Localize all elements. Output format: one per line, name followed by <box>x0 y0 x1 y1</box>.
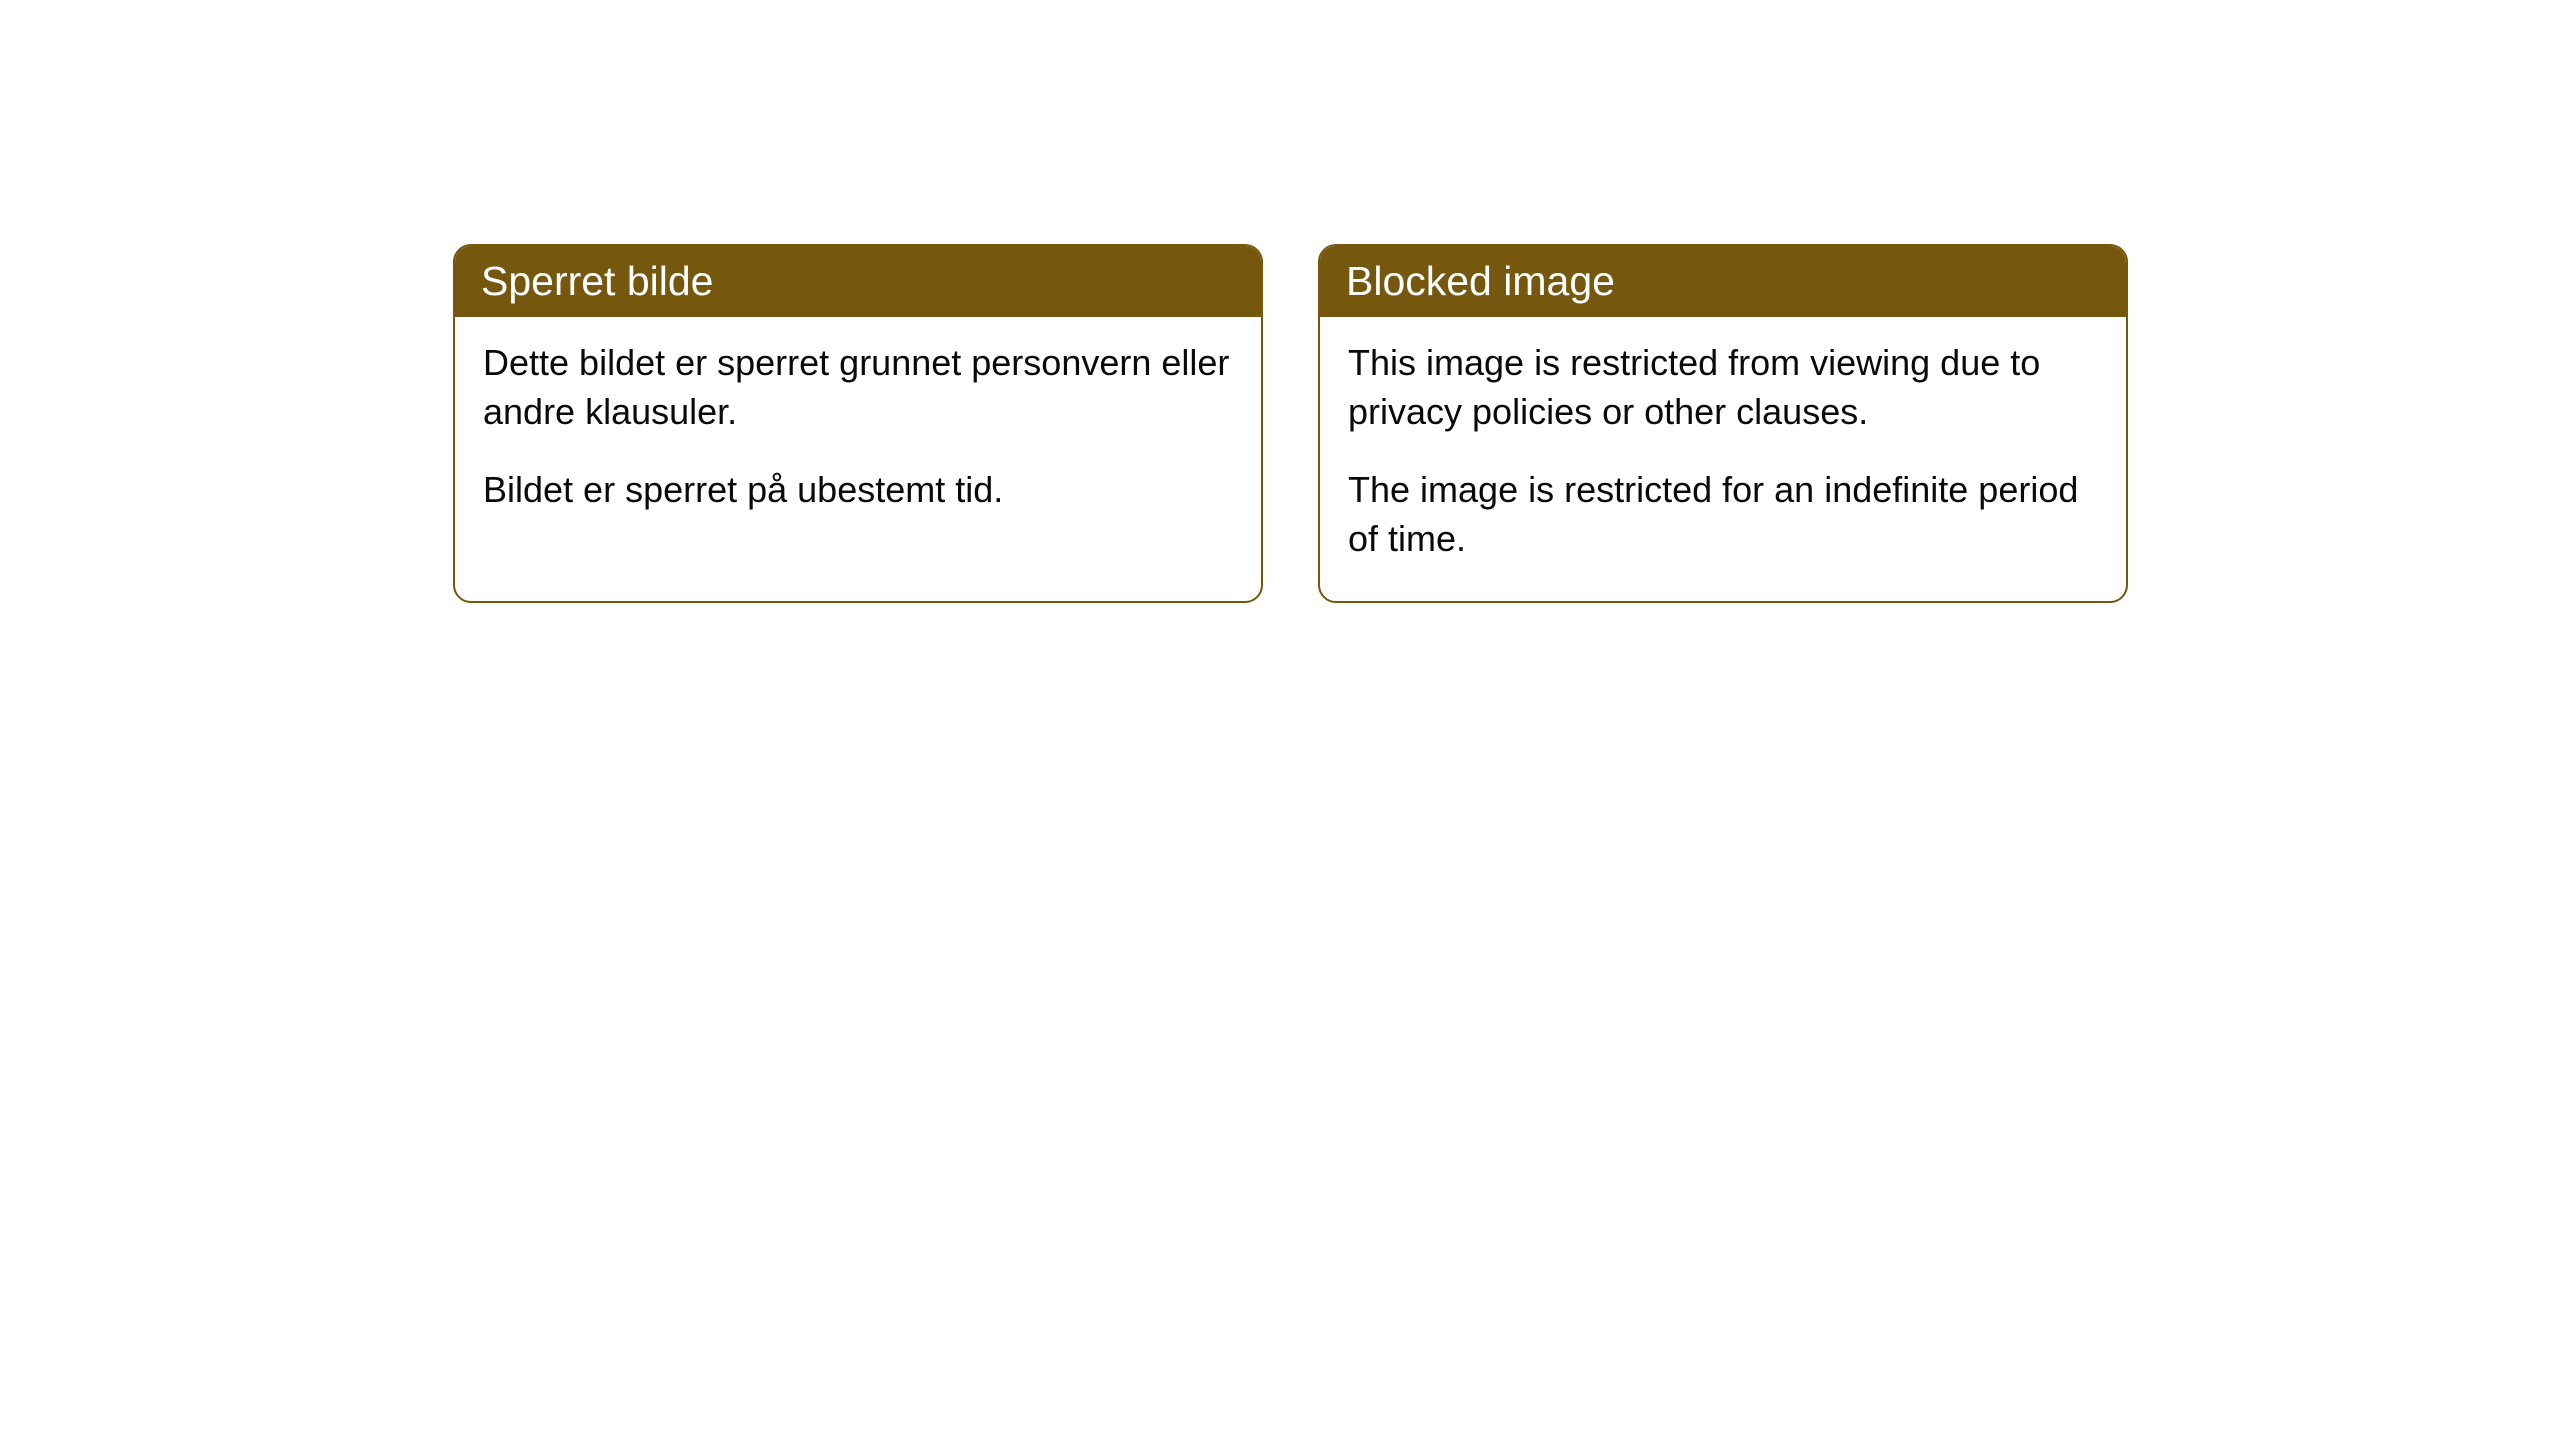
card-body-norwegian: Dette bildet er sperret grunnet personve… <box>455 317 1261 553</box>
card-body-english: This image is restricted from viewing du… <box>1320 317 2126 601</box>
card-header-english: Blocked image <box>1320 246 2126 317</box>
card-title-english: Blocked image <box>1346 258 1615 304</box>
card-paragraph-1-english: This image is restricted from viewing du… <box>1348 339 2098 436</box>
blocked-image-card-english: Blocked image This image is restricted f… <box>1318 244 2128 603</box>
card-paragraph-2-norwegian: Bildet er sperret på ubestemt tid. <box>483 466 1233 515</box>
card-title-norwegian: Sperret bilde <box>481 258 713 304</box>
notice-cards-container: Sperret bilde Dette bildet er sperret gr… <box>453 244 2128 603</box>
card-header-norwegian: Sperret bilde <box>455 246 1261 317</box>
card-paragraph-1-norwegian: Dette bildet er sperret grunnet personve… <box>483 339 1233 436</box>
card-paragraph-2-english: The image is restricted for an indefinit… <box>1348 466 2098 563</box>
blocked-image-card-norwegian: Sperret bilde Dette bildet er sperret gr… <box>453 244 1263 603</box>
